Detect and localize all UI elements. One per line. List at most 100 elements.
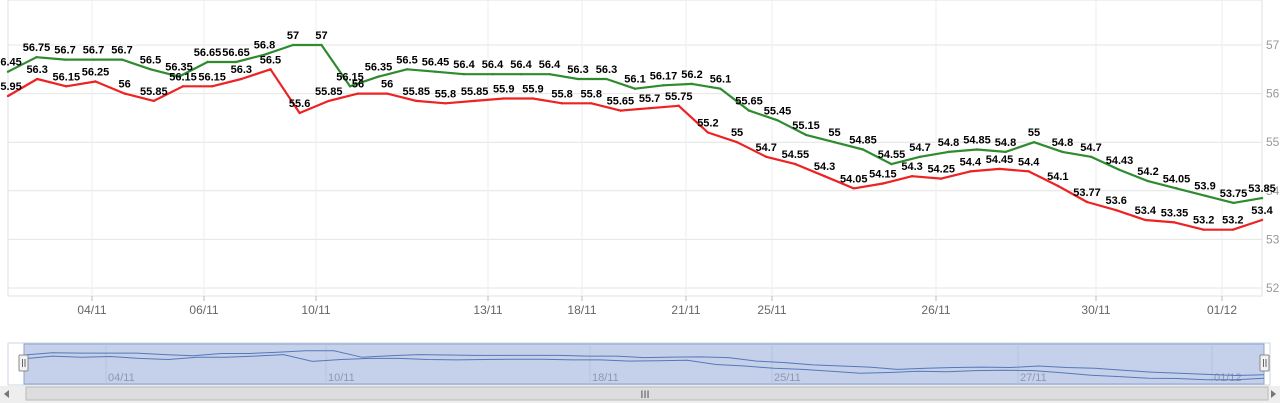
data-point — [1202, 228, 1205, 231]
data-point — [531, 97, 535, 100]
navigator-labels: 04/11 10/11 18/11 25/11 27/11 01/12 — [105, 344, 1242, 384]
series-line — [7, 43, 1263, 204]
data-point — [263, 53, 266, 56]
data-label: 55.65 — [607, 96, 635, 108]
data-point — [833, 141, 836, 144]
data-point — [1004, 150, 1007, 154]
x-tick-label: 13/11 — [473, 303, 502, 317]
data-point — [910, 175, 914, 178]
data-label: 56.15 — [336, 71, 364, 83]
data-label: 55.85 — [140, 86, 168, 98]
scrollbar-thumb[interactable] — [25, 386, 1269, 401]
data-point — [123, 92, 126, 95]
data-label: 54.05 — [1163, 173, 1191, 185]
data-label: 56 — [119, 79, 131, 91]
navigator-selection[interactable] — [23, 343, 1265, 385]
series-lines — [6, 43, 1264, 231]
data-point — [240, 77, 243, 81]
data-label: 54.1 — [1047, 171, 1068, 183]
data-label: 54.55 — [878, 149, 906, 161]
data-label: 55.85 — [315, 86, 343, 98]
data-point — [881, 182, 885, 185]
data-point — [823, 175, 826, 178]
data-label: 55 — [1028, 127, 1040, 139]
y-tick-label: 56 — [1266, 87, 1280, 101]
data-point — [405, 68, 409, 71]
navigator-series-line — [23, 350, 1265, 377]
data-label: 55.15 — [792, 120, 820, 132]
data-point — [662, 84, 665, 87]
plot-border — [7, 0, 1263, 297]
data-point — [327, 99, 330, 103]
data-point — [177, 75, 181, 78]
data-label: 56.17 — [650, 70, 678, 82]
data-point — [1027, 170, 1030, 173]
data-point — [890, 162, 893, 166]
data-point — [677, 104, 680, 107]
data-label: 54.3 — [901, 161, 922, 173]
x-tick-label: 01/12 — [1207, 303, 1237, 317]
data-label: 54.85 — [963, 134, 991, 146]
data-label: 56.5 — [396, 54, 417, 66]
data-point — [65, 85, 68, 88]
data-point — [291, 43, 295, 47]
data-point — [1061, 150, 1064, 154]
data-point — [269, 68, 272, 71]
x-tick-label: 04/11 — [77, 303, 106, 317]
data-label: 53.9 — [1194, 181, 1215, 193]
data-point — [210, 85, 214, 88]
y-axis: 57 56 55 54 53 52 — [1266, 38, 1280, 295]
data-point — [1260, 218, 1264, 222]
data-point — [1085, 200, 1089, 204]
data-point — [590, 102, 593, 105]
data-label: 56.15 — [53, 71, 81, 83]
data-label: 56.35 — [165, 62, 193, 74]
data-label: 55.45 — [764, 105, 792, 117]
data-point — [356, 92, 360, 95]
data-point — [6, 70, 10, 73]
data-label: 53.75 — [1220, 188, 1248, 200]
y-tick-label: 54 — [1266, 184, 1280, 198]
navigator-right-handle[interactable] — [1259, 354, 1270, 372]
navigator-label: 25/11 — [774, 372, 801, 384]
data-point — [1175, 187, 1178, 190]
data-point — [706, 131, 710, 134]
data-point — [548, 72, 551, 76]
scroll-right-arrow-icon[interactable] — [1271, 390, 1276, 398]
data-label: 55.8 — [581, 88, 602, 100]
data-label: 56.65 — [194, 47, 222, 59]
scroll-left-arrow-icon[interactable] — [4, 390, 9, 398]
data-label: 54.8 — [938, 137, 959, 149]
navigator-label: 18/11 — [592, 372, 619, 384]
data-point — [998, 167, 1001, 171]
navigator-label: 01/12 — [1214, 372, 1242, 384]
navigator-left-handle[interactable] — [18, 354, 29, 372]
data-point — [852, 187, 855, 190]
navigator-label: 04/11 — [108, 372, 135, 384]
data-point — [377, 75, 380, 78]
data-point — [1144, 218, 1147, 222]
data-label: 54.4 — [1018, 156, 1040, 168]
data-label: 55.9 — [522, 83, 543, 95]
data-point — [320, 43, 323, 47]
data-label: 56.15 — [198, 71, 226, 83]
data-label: 53.2 — [1222, 215, 1243, 227]
data-point — [415, 99, 418, 103]
data-point — [298, 111, 301, 115]
data-point — [794, 162, 797, 166]
data-point — [747, 109, 751, 112]
data-point — [462, 72, 466, 76]
navigator-label: 10/11 — [328, 372, 355, 384]
data-point — [605, 77, 608, 81]
data-point — [975, 148, 979, 151]
data-label: 56.3 — [567, 64, 588, 76]
data-point — [804, 133, 808, 137]
data-label: 54.8 — [1052, 137, 1073, 149]
data-label: 55 — [828, 127, 840, 139]
data-point — [1114, 209, 1118, 212]
data-point — [969, 170, 972, 173]
data-label: 56.25 — [82, 66, 110, 78]
data-label: 55.85 — [461, 86, 489, 98]
data-label: 56.45 — [422, 57, 450, 69]
